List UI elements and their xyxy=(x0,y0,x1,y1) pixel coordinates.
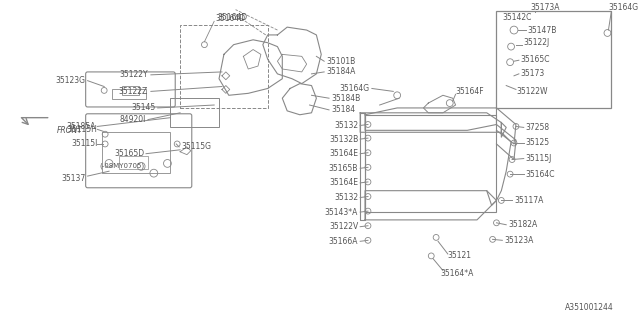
Text: A351001244: A351001244 xyxy=(564,303,613,312)
Text: 35115I: 35115I xyxy=(71,140,97,148)
Text: 84920I: 84920I xyxy=(120,115,146,124)
Text: 35132: 35132 xyxy=(334,193,358,202)
Text: 35165C: 35165C xyxy=(521,55,550,64)
Text: 35184B: 35184B xyxy=(331,94,360,103)
Text: 35122Z: 35122Z xyxy=(118,87,148,96)
Text: 35117A: 35117A xyxy=(514,196,543,205)
Text: 37258: 37258 xyxy=(525,123,550,132)
Text: 35125: 35125 xyxy=(525,139,550,148)
Text: 35115G: 35115G xyxy=(181,142,211,151)
Text: FRONT: FRONT xyxy=(56,126,83,135)
Text: 35182A: 35182A xyxy=(508,220,538,229)
Text: 35115J: 35115J xyxy=(525,154,552,163)
Text: 35147B: 35147B xyxy=(527,26,557,35)
Text: 35164D: 35164D xyxy=(217,13,247,22)
Bar xyxy=(180,25,268,108)
Text: 35122V: 35122V xyxy=(329,222,358,231)
Bar xyxy=(497,11,611,108)
Text: 35115H: 35115H xyxy=(67,125,97,134)
Text: 35132B: 35132B xyxy=(329,135,358,144)
Text: 35164D: 35164D xyxy=(215,14,245,23)
Text: 35122W: 35122W xyxy=(516,87,547,96)
Text: 35164F: 35164F xyxy=(456,87,484,96)
Text: 35185A: 35185A xyxy=(66,122,95,131)
Text: 35145: 35145 xyxy=(131,103,156,112)
Text: 35122Y: 35122Y xyxy=(119,70,148,79)
Bar xyxy=(170,98,219,127)
Text: 35165B: 35165B xyxy=(329,164,358,173)
Bar xyxy=(365,115,497,212)
Text: 35101B: 35101B xyxy=(326,57,355,66)
Text: 35164G: 35164G xyxy=(609,3,639,12)
Text: 35137: 35137 xyxy=(61,173,86,182)
Text: 35142C: 35142C xyxy=(502,13,532,22)
Text: 35123A: 35123A xyxy=(504,236,534,245)
Text: 35121: 35121 xyxy=(448,252,472,260)
Text: 35184: 35184 xyxy=(331,105,355,114)
Bar xyxy=(122,85,140,95)
Text: 35173A: 35173A xyxy=(531,3,560,12)
Text: 35164*A: 35164*A xyxy=(440,269,474,278)
Text: 35164E: 35164E xyxy=(329,178,358,188)
Text: 35164C: 35164C xyxy=(525,170,555,179)
Text: 35132: 35132 xyxy=(334,121,358,130)
Text: 35184A: 35184A xyxy=(326,68,355,76)
Text: 35164E: 35164E xyxy=(329,149,358,158)
Text: 35164G: 35164G xyxy=(340,84,370,93)
Text: 35165D: 35165D xyxy=(114,149,144,158)
Text: 35123G: 35123G xyxy=(56,76,86,85)
Text: (-08MY0705): (-08MY0705) xyxy=(99,162,144,169)
Bar xyxy=(112,90,146,99)
Bar xyxy=(102,132,170,173)
Text: 35122J: 35122J xyxy=(524,38,550,47)
Text: 35173: 35173 xyxy=(521,69,545,78)
Bar xyxy=(119,156,148,169)
Text: 35166A: 35166A xyxy=(329,237,358,246)
Text: 35143*A: 35143*A xyxy=(325,208,358,217)
